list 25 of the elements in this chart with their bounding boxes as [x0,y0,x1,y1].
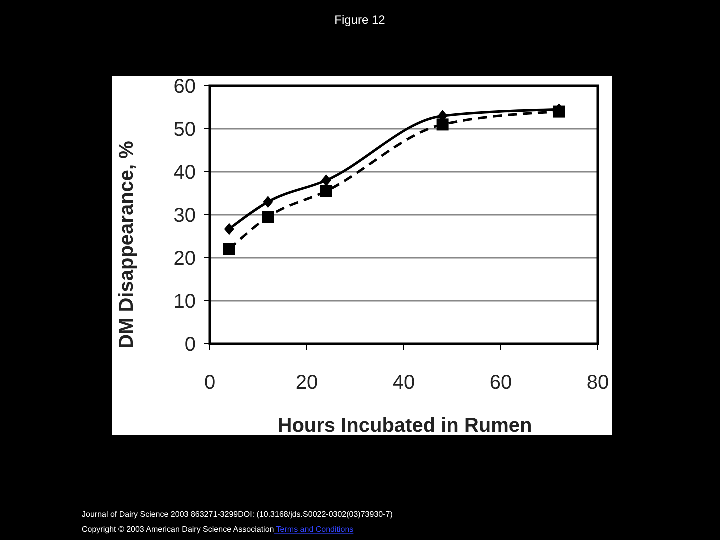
x-axis-title: Hours Incubated in Rumen [278,415,532,437]
x-tick-label: 0 [204,372,216,394]
chart-title: Figure 12 [334,13,386,27]
x-tick-label: 20 [296,372,318,394]
x-tick-label: 60 [490,372,512,394]
y-tick-label: 40 [174,162,196,184]
y-tick-label: 60 [174,76,196,98]
point [436,118,449,131]
point [263,196,274,208]
point [224,223,234,236]
x-tick-label: 40 [392,372,416,394]
point [262,211,274,224]
y-tick-label: 10 [174,291,196,313]
y-axis-title: DM Disappearance, % [116,140,138,349]
text: Journal of Dairy Science 2003 863271-3299DOI: (10.3168/jds.S0022-0302(03)73930-7) [82,510,394,519]
text: Copyright © 2003 American Dairy Science Association [82,525,274,534]
x-tick-label: 80 [586,372,610,394]
y-tick-label: 0 [184,334,196,356]
y-tick-label: 50 [174,119,196,141]
y-tick-label: 30 [174,205,196,227]
text: Terms and Conditions [274,525,354,534]
point [320,185,332,198]
point [321,174,332,187]
y-tick-label: 20 [174,248,196,270]
point [223,243,236,256]
